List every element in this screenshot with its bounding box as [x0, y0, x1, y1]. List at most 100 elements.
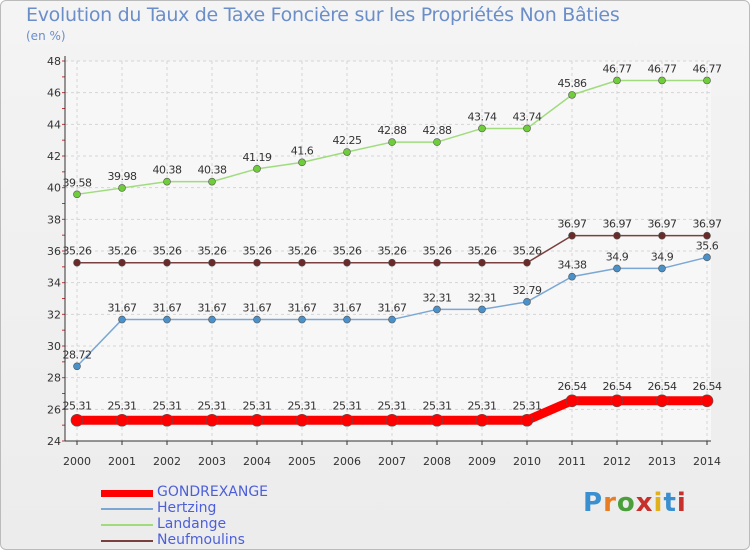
- data-label-neufmoulins: 36.97: [648, 218, 677, 231]
- data-point-gondrexange: [115, 413, 129, 427]
- data-label-hertzing: 31.67: [243, 302, 272, 315]
- data-point-hertzing: [478, 305, 486, 314]
- data-label-neufmoulins: 35.26: [378, 245, 407, 258]
- data-label-hertzing: 34.38: [558, 259, 587, 272]
- data-label-neufmoulins: 35.26: [153, 245, 182, 258]
- data-label-gondrexange: 25.31: [63, 399, 92, 412]
- data-point-hertzing: [343, 315, 351, 324]
- data-point-landange: [118, 184, 126, 192]
- y-tick-label: 38: [47, 213, 61, 226]
- data-point-neufmoulins: [568, 231, 576, 240]
- logo-letter: o: [616, 488, 636, 518]
- x-tick-label: 2013: [648, 455, 676, 468]
- data-label-gondrexange: 25.31: [243, 399, 272, 412]
- data-point-neufmoulins: [613, 231, 621, 240]
- data-point-hertzing: [253, 315, 261, 324]
- data-point-neufmoulins: [433, 258, 441, 267]
- x-tick-label: 2002: [153, 455, 181, 468]
- data-label-neufmoulins: 35.26: [198, 245, 227, 258]
- legend-swatch-gondrexange: [101, 490, 153, 497]
- legend-label-gondrexange: GONDREXANGE: [157, 484, 269, 500]
- data-label-neufmoulins: 35.26: [108, 245, 137, 258]
- data-point-hertzing: [163, 315, 171, 324]
- data-point-landange: [163, 177, 171, 186]
- data-label-neufmoulins: 35.26: [468, 245, 497, 258]
- data-point-gondrexange: [700, 394, 714, 408]
- data-label-gondrexange: 26.54: [648, 380, 677, 393]
- y-tick-label: 48: [47, 55, 61, 68]
- legend-swatch-neufmoulins: [101, 540, 153, 542]
- data-point-neufmoulins: [388, 258, 396, 267]
- y-tick-label: 30: [47, 340, 61, 353]
- data-label-neufmoulins: 35.26: [63, 245, 92, 258]
- data-label-hertzing: 34.9: [606, 250, 629, 263]
- x-tick-label: 2007: [378, 455, 406, 468]
- data-point-neufmoulins: [208, 258, 216, 267]
- data-label-hertzing: 28.72: [63, 348, 92, 361]
- data-point-hertzing: [208, 315, 216, 324]
- data-point-neufmoulins: [163, 258, 171, 267]
- data-label-landange: 40.38: [198, 164, 227, 177]
- logo-letter: P: [583, 488, 604, 518]
- data-label-hertzing: 31.67: [378, 302, 407, 315]
- data-label-neufmoulins: 36.97: [693, 218, 722, 231]
- data-label-neufmoulins: 35.26: [423, 245, 452, 258]
- data-point-landange: [658, 76, 666, 85]
- data-point-landange: [73, 190, 81, 199]
- y-tick-label: 42: [47, 150, 61, 163]
- data-label-hertzing: 31.67: [288, 302, 317, 315]
- x-tick-label: 2010: [513, 455, 541, 468]
- data-label-gondrexange: 25.31: [153, 399, 182, 412]
- data-label-landange: 46.77: [693, 62, 722, 75]
- data-label-landange: 42.88: [378, 124, 407, 137]
- legend-item-hertzing[interactable]: Hertzing: [101, 500, 361, 517]
- data-point-gondrexange: [430, 413, 444, 427]
- data-label-neufmoulins: 36.97: [558, 218, 587, 231]
- y-tick-label: 34: [47, 277, 61, 290]
- y-tick-label: 36: [47, 245, 61, 258]
- legend: GONDREXANGE Hertzing Landange Neufmoulin…: [101, 484, 361, 549]
- data-label-gondrexange: 25.31: [288, 399, 317, 412]
- y-tick-label: 40: [47, 182, 61, 195]
- data-point-neufmoulins: [523, 258, 531, 267]
- data-point-landange: [343, 148, 351, 156]
- data-point-hertzing: [388, 315, 396, 324]
- x-tick-label: 2005: [288, 455, 316, 468]
- data-point-neufmoulins: [118, 258, 126, 267]
- data-point-landange: [208, 177, 216, 186]
- x-tick-label: 2009: [468, 455, 496, 468]
- logo-letter: x: [635, 488, 654, 518]
- legend-swatch-hertzing: [101, 508, 153, 510]
- legend-item-gondrexange[interactable]: GONDREXANGE: [101, 484, 361, 501]
- data-point-gondrexange: [340, 413, 354, 427]
- data-point-neufmoulins: [478, 258, 486, 267]
- unit-label: (en %): [26, 29, 66, 43]
- data-label-landange: 39.98: [108, 170, 137, 183]
- data-point-gondrexange: [70, 413, 84, 427]
- data-point-landange: [253, 165, 261, 173]
- x-tick-label: 2012: [603, 455, 631, 468]
- y-tick-label: 46: [47, 87, 61, 100]
- data-label-hertzing: 32.31: [423, 291, 452, 304]
- data-point-gondrexange: [160, 413, 174, 427]
- data-label-gondrexange: 25.31: [378, 399, 407, 412]
- legend-item-landange[interactable]: Landange: [101, 516, 361, 533]
- data-label-landange: 42.88: [423, 124, 452, 137]
- legend-item-neufmoulins[interactable]: Neufmoulins: [101, 532, 361, 549]
- data-point-landange: [703, 76, 711, 85]
- data-point-gondrexange: [520, 413, 534, 427]
- data-label-hertzing: 31.67: [333, 302, 362, 315]
- data-label-neufmoulins: 35.26: [333, 245, 362, 258]
- data-point-gondrexange: [655, 394, 669, 408]
- data-label-landange: 41.6: [291, 144, 314, 157]
- x-tick-label: 2008: [423, 455, 451, 468]
- data-point-neufmoulins: [343, 258, 351, 267]
- data-point-landange: [613, 76, 621, 85]
- data-label-landange: 46.77: [603, 62, 632, 75]
- data-label-hertzing: 32.31: [468, 291, 497, 304]
- chart-title: Evolution du Taux de Taxe Foncière sur l…: [26, 4, 620, 26]
- data-point-hertzing: [118, 315, 126, 324]
- data-label-landange: 46.77: [648, 62, 677, 75]
- data-point-gondrexange: [610, 394, 624, 408]
- data-point-hertzing: [568, 272, 576, 281]
